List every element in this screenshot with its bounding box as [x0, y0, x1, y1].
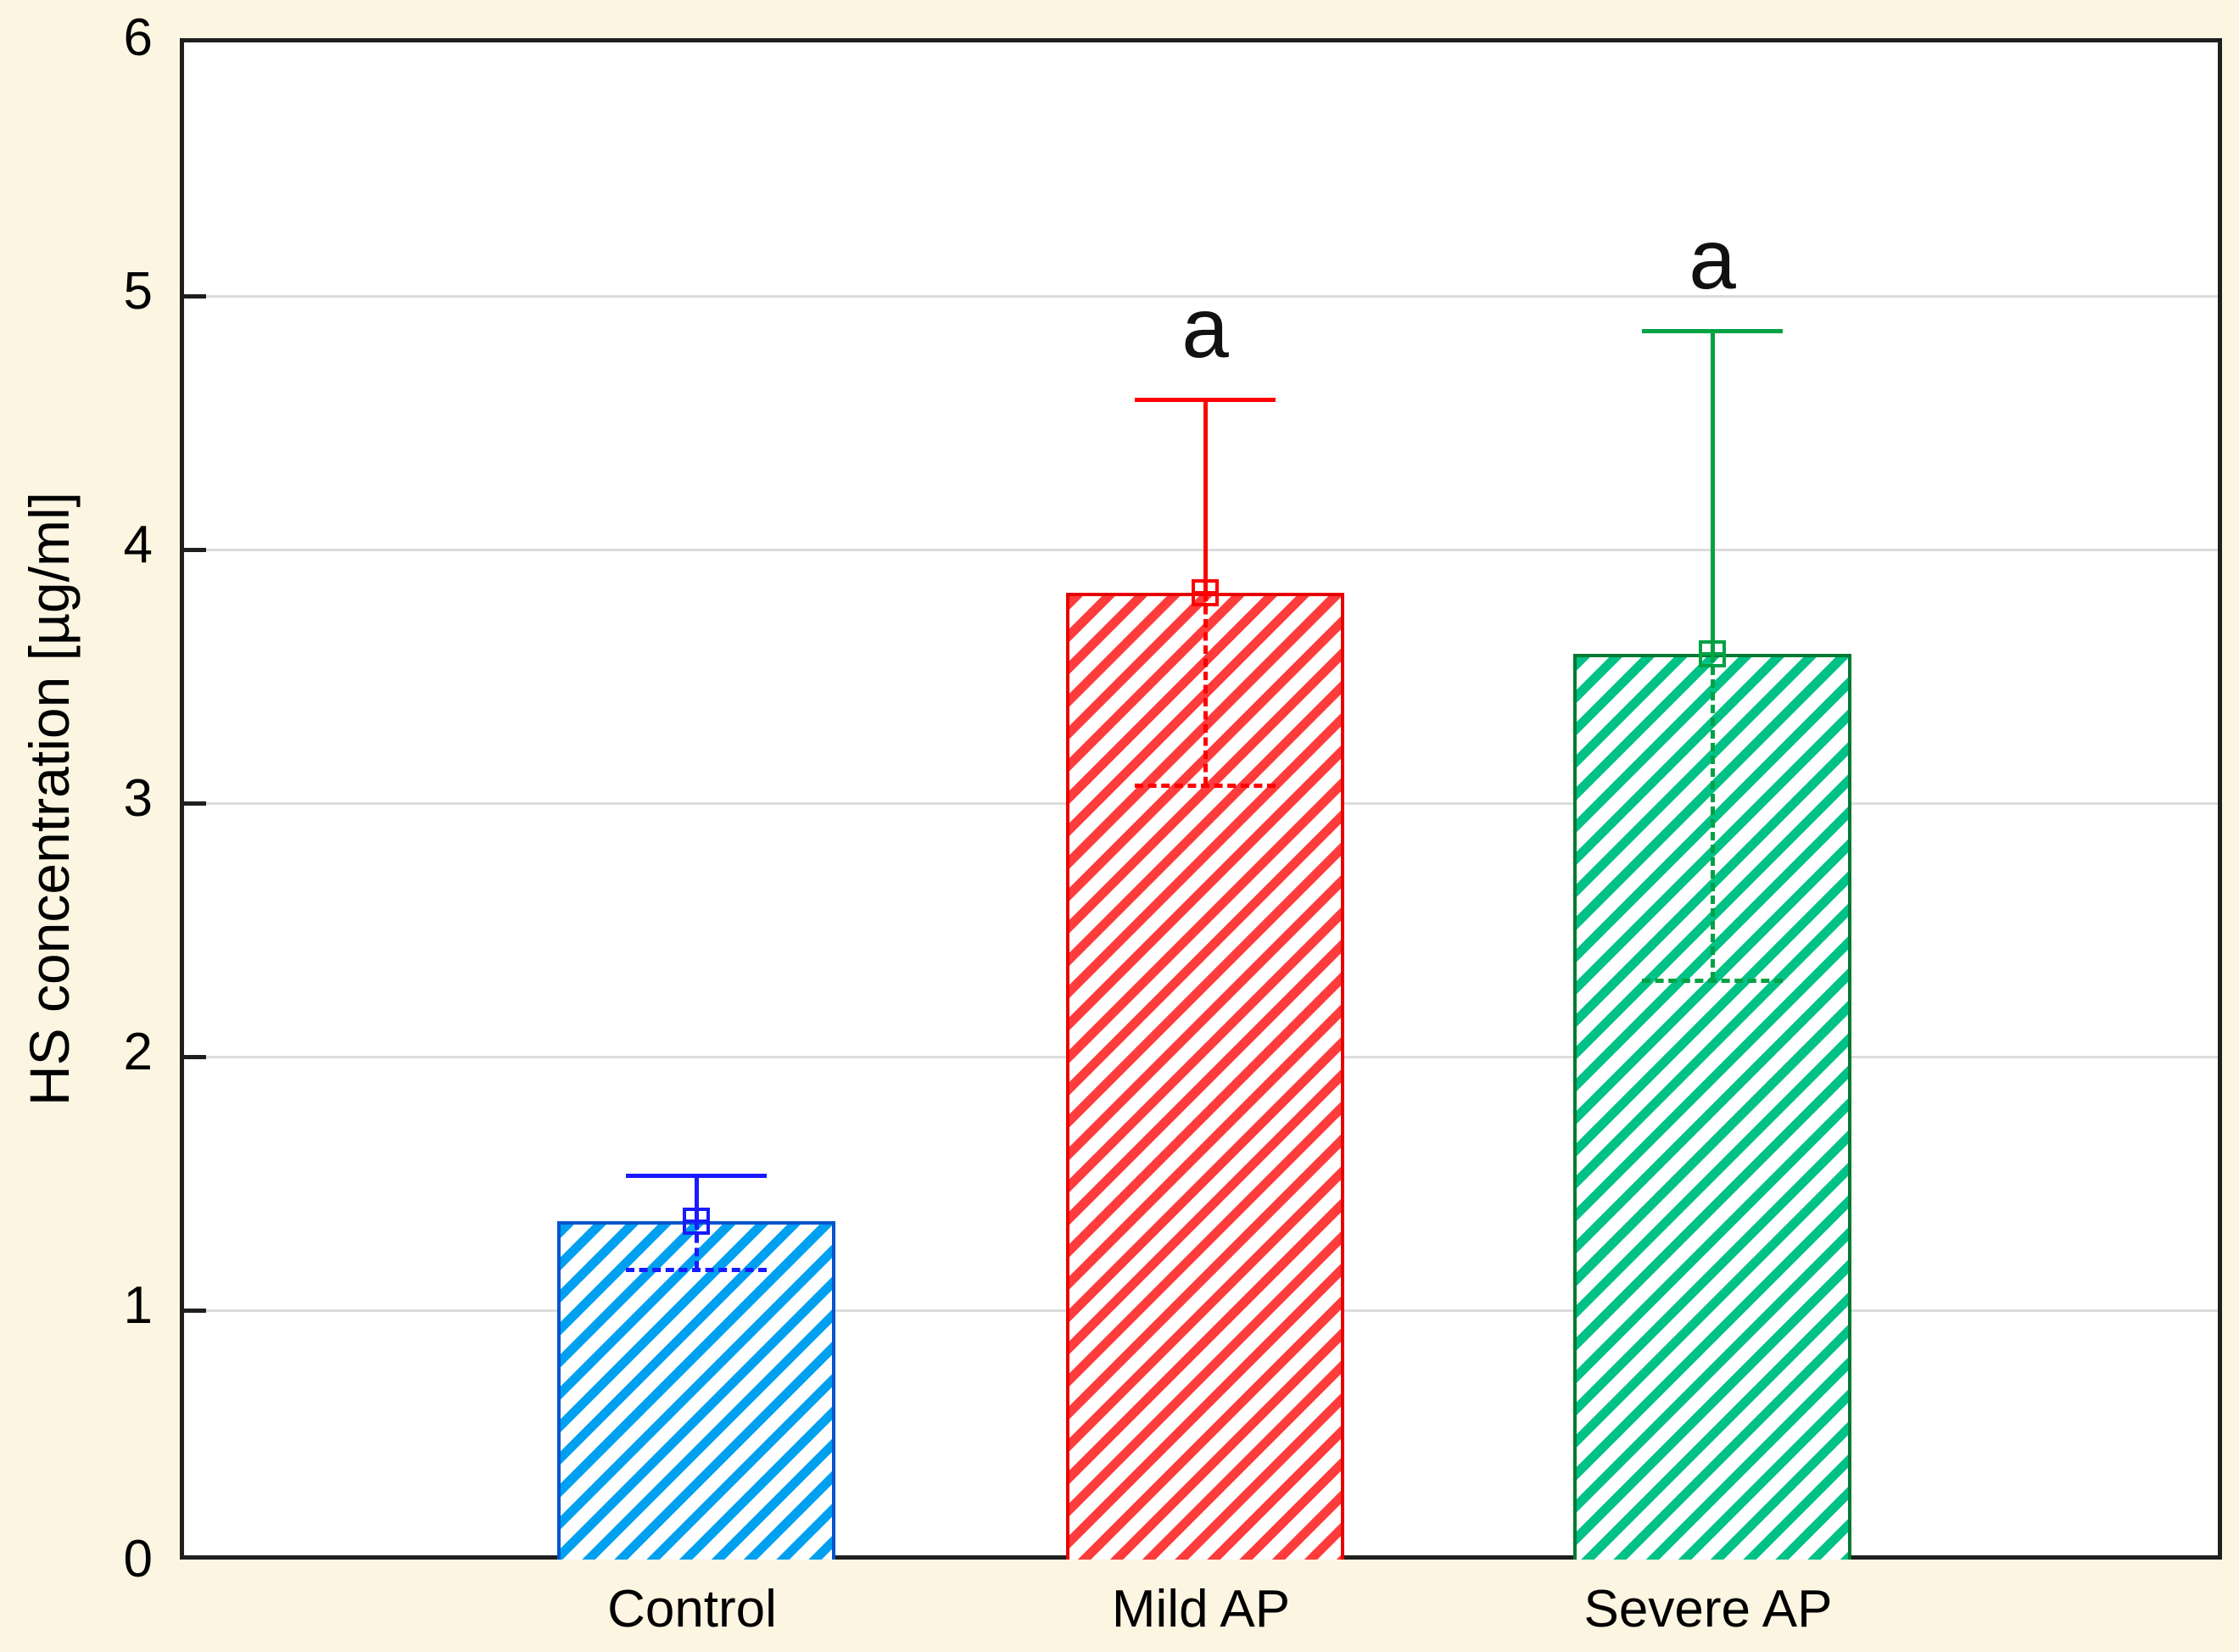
significance-label: a: [1689, 211, 1736, 307]
y-axis-tick: [184, 293, 206, 299]
x-axis-label-mild-ap: Mild AP: [1111, 1580, 1291, 1638]
y-axis-tick: [184, 1054, 206, 1059]
y-tick-label: 2: [123, 1023, 153, 1081]
significance-label: a: [1181, 280, 1229, 376]
error-bar-upper-line: [1203, 399, 1208, 593]
error-bar-upper-line: [1710, 331, 1715, 654]
mean-marker: [683, 1208, 710, 1236]
mean-marker: [1699, 639, 1726, 667]
y-tick-label: 3: [123, 769, 153, 828]
error-bar-upper-line: [694, 1175, 699, 1222]
mean-marker-crosshair: [686, 1219, 706, 1224]
bar-control: [557, 1221, 835, 1560]
gridline: [184, 294, 2218, 298]
y-tick-label: 0: [123, 1530, 153, 1588]
error-bar-lower-line: [1203, 592, 1208, 786]
gridline: [184, 548, 2218, 551]
y-tick-label: 4: [123, 516, 153, 574]
error-bar-upper-cap: [626, 1174, 767, 1179]
error-bar-lower-cap: [626, 1267, 767, 1272]
x-axis-label-control: Control: [607, 1580, 777, 1638]
error-bar-lower-line: [694, 1221, 699, 1270]
mean-marker-crosshair: [1702, 651, 1723, 656]
mean-marker: [1192, 578, 1219, 606]
y-axis-tick: [184, 1308, 206, 1313]
y-tick-label: 6: [123, 8, 153, 67]
x-axis-label-severe-ap: Severe AP: [1583, 1580, 1833, 1638]
y-tick-label: 5: [123, 262, 153, 321]
error-bar-lower-cap: [1642, 978, 1783, 983]
error-bar-lower-line: [1710, 653, 1715, 981]
error-bar-lower-cap: [1135, 783, 1276, 788]
error-bar-upper-cap: [1642, 329, 1783, 334]
mean-marker-crosshair: [1195, 590, 1215, 594]
y-axis-tick: [184, 547, 206, 552]
y-tick-label: 1: [123, 1276, 153, 1335]
error-bar-upper-cap: [1135, 398, 1276, 403]
y-axis-tick: [184, 801, 206, 806]
